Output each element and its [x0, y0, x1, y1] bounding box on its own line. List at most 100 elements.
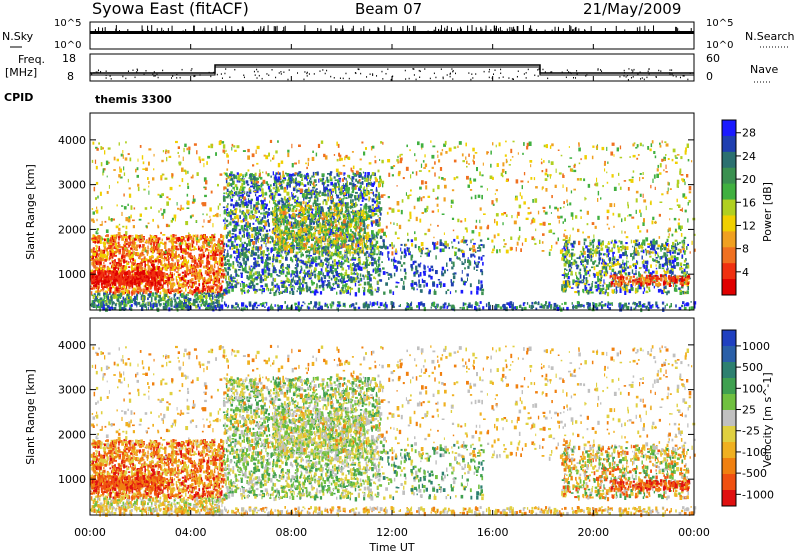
echo-cell	[269, 241, 272, 244]
echo-cell	[328, 232, 331, 236]
echo-cell	[347, 214, 351, 218]
echo-cell	[131, 282, 134, 285]
echo-cell	[142, 288, 146, 293]
echo-cell	[197, 274, 199, 277]
echo-cell	[208, 273, 210, 277]
echo-cell	[311, 272, 314, 277]
echo-cell	[134, 246, 137, 249]
echo-cell	[312, 202, 314, 207]
nave-dot	[687, 78, 689, 81]
nave-dot	[339, 77, 341, 79]
echo-cell	[127, 276, 129, 280]
echo-cell	[304, 273, 307, 276]
echo-cell	[240, 283, 242, 288]
echo-cell	[377, 263, 381, 267]
echo-cell	[335, 280, 338, 285]
echo-cell	[251, 215, 254, 219]
echo-cell	[222, 239, 224, 244]
echo-cell	[120, 288, 124, 291]
echo-cell	[193, 289, 197, 294]
echo-cell	[219, 248, 222, 252]
echo-cell	[136, 291, 139, 295]
echo-cell	[305, 284, 307, 290]
echo-cell	[326, 271, 330, 276]
echo-cell	[169, 265, 172, 268]
echo-cell	[132, 235, 134, 237]
echo-cell	[226, 259, 229, 262]
echo-cell	[132, 290, 136, 295]
echo-cell	[148, 301, 151, 305]
echo-cell	[207, 260, 211, 265]
echo-cell	[307, 258, 310, 262]
echo-cell	[130, 252, 133, 255]
echo-cell	[221, 293, 224, 297]
echo-cell	[164, 257, 167, 260]
nave-dot	[623, 75, 625, 77]
nave-dot	[234, 68, 236, 71]
echo-cell	[176, 279, 178, 283]
echo-cell	[347, 260, 350, 263]
nave-dot	[303, 78, 305, 81]
echo-cell	[119, 292, 123, 297]
echo-cell	[364, 274, 367, 278]
echo-cell	[374, 267, 377, 272]
echo-cell	[162, 250, 165, 255]
echo-cell	[312, 186, 315, 189]
echo-cell	[128, 258, 132, 260]
echo-cell	[159, 278, 161, 282]
echo-cell	[102, 257, 105, 262]
echo-cell	[203, 280, 206, 283]
echo-cell	[93, 278, 95, 283]
echo-cell	[314, 267, 317, 271]
echo-cell	[340, 288, 342, 292]
nave-dot	[153, 75, 155, 77]
echo-cell	[333, 287, 336, 290]
echo-cell	[350, 267, 354, 272]
echo-cell	[128, 274, 130, 277]
nave-dot	[551, 71, 553, 73]
echo-cell	[162, 296, 165, 301]
nave-dot	[157, 76, 159, 79]
echo-cell	[315, 286, 318, 291]
echo-cell	[136, 266, 139, 270]
echo-cell	[149, 248, 153, 252]
echo-cell	[340, 221, 344, 224]
nave-dot	[517, 70, 519, 72]
echo-cell	[240, 272, 243, 274]
echo-cell	[291, 278, 294, 283]
nave-dot	[550, 71, 552, 73]
nave-dot	[625, 76, 627, 78]
echo-cell	[168, 292, 171, 295]
echo-cell	[311, 256, 314, 259]
echo-cell	[334, 182, 337, 187]
nave-dot	[392, 75, 394, 78]
echo-cell	[359, 273, 362, 277]
nave-dot	[512, 78, 514, 81]
echo-cell	[192, 269, 194, 274]
echo-cell	[377, 223, 380, 227]
echo-cell	[284, 282, 286, 287]
echo-cell	[264, 213, 268, 216]
echo-cell	[95, 250, 98, 254]
echo-cell	[110, 281, 113, 285]
echo-cell	[154, 305, 157, 307]
echo-cell	[144, 246, 147, 252]
echo-cell	[342, 183, 344, 188]
nave-dot	[623, 69, 625, 72]
echo-cell	[90, 303, 92, 307]
echo-cell	[326, 253, 328, 256]
echo-cell	[359, 283, 362, 286]
echo-cell	[366, 183, 369, 187]
echo-cell	[342, 190, 344, 194]
echo-cell	[231, 182, 234, 185]
echo-cell	[199, 236, 201, 241]
nave-dot	[253, 70, 255, 73]
echo-cell	[98, 254, 100, 257]
echo-cell	[248, 192, 252, 194]
echo-cell	[124, 248, 126, 252]
echo-cell	[142, 275, 144, 279]
echo-cell	[350, 271, 353, 275]
echo-cell	[229, 246, 231, 250]
nave-top-tick: 60	[706, 52, 720, 65]
nave-dot	[527, 68, 529, 71]
